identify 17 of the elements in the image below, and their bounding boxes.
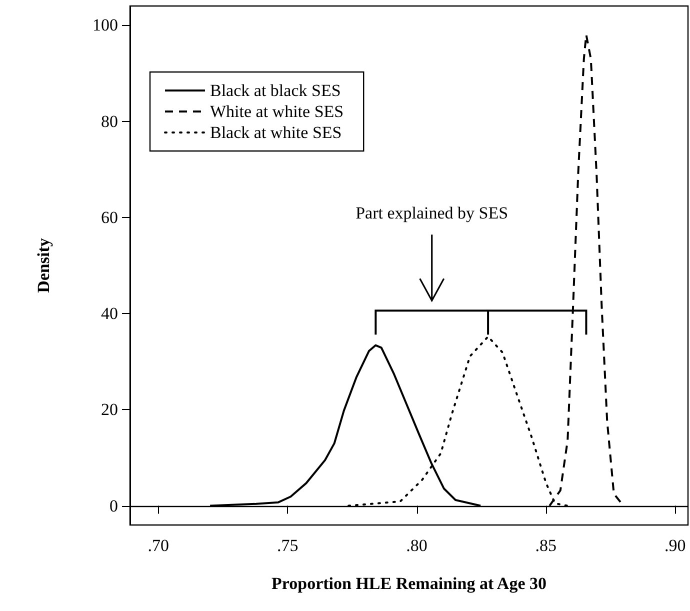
y-tick-label: 80 [101, 112, 118, 131]
y-tick-label: 0 [110, 496, 118, 516]
x-axis-title: Proportion HLE Remaining at Age 30 [272, 574, 546, 593]
y-tick-label: 100 [92, 16, 118, 35]
x-tick-label: .85 [535, 536, 557, 555]
y-tick-label: 60 [101, 208, 118, 227]
x-tick-label: .70 [148, 536, 170, 555]
legend-label: Black at black SES [210, 81, 341, 100]
y-tick-label: 20 [101, 400, 118, 420]
legend-label: White at white SES [210, 102, 344, 121]
x-tick-label: .90 [664, 536, 686, 555]
x-tick-label: .80 [406, 536, 428, 555]
y-tick-label: 40 [101, 304, 118, 324]
y-axis-title: Density [34, 238, 53, 293]
annotation: Part explained by SES [356, 204, 508, 223]
legend-label: Black at white SES [210, 123, 342, 142]
x-tick-label: .75 [276, 536, 298, 555]
